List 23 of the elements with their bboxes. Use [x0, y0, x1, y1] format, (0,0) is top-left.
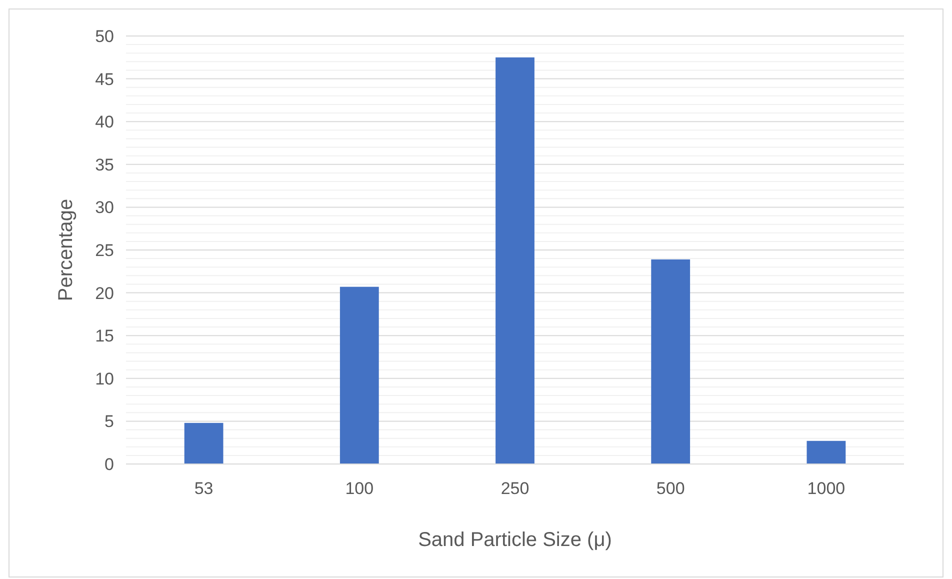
x-tick-label: 100: [345, 479, 374, 498]
y-tick-label: 20: [95, 284, 114, 303]
y-axis-title: Percentage: [55, 198, 77, 302]
bar: [340, 286, 379, 464]
y-tick-label: 5: [104, 412, 114, 432]
y-tick-label: 15: [95, 326, 114, 346]
y-tick-label: 45: [95, 70, 114, 89]
bar: [496, 57, 534, 464]
x-axis-title: Sand Particle Size (μ): [418, 529, 612, 551]
bar: [184, 422, 224, 464]
x-tick-label: 53: [194, 479, 214, 498]
y-tick-label: 25: [95, 240, 114, 260]
bar: [806, 440, 846, 464]
bar: [651, 259, 690, 464]
x-tick-label: 1000: [807, 479, 846, 498]
y-tick-label: 40: [95, 112, 114, 132]
y-tick-label: 10: [95, 369, 114, 388]
y-tick-label: 35: [95, 155, 114, 174]
x-tick-label: 500: [656, 479, 685, 498]
y-tick-label: 0: [104, 454, 114, 474]
y-tick-label: 50: [95, 26, 114, 46]
x-tick-label: 250: [500, 479, 530, 498]
y-tick-label: 30: [95, 198, 114, 218]
